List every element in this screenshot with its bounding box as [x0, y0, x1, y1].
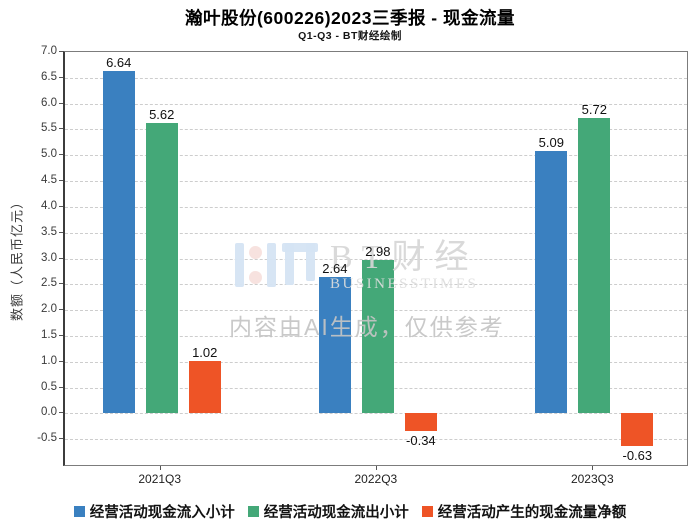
bar	[535, 150, 568, 414]
y-axis-tick-mark	[59, 102, 63, 104]
y-axis-tick-label: 5.5	[41, 122, 57, 135]
bar	[621, 413, 654, 446]
y-axis-tick-mark	[59, 128, 63, 130]
y-axis-tick-label: 1.0	[41, 354, 57, 367]
y-axis-tick-label: 2.5	[41, 277, 57, 290]
bar	[145, 123, 178, 414]
bt-logo-bar-icon	[235, 243, 244, 287]
legend-swatch	[73, 506, 85, 517]
y-axis-tick-label: 6.5	[41, 70, 57, 83]
chart-subtitle: Q1-Q3 - BT财经绘制	[298, 30, 402, 42]
bar-value-label: -0.34	[406, 432, 436, 448]
legend-label: 经营活动现金流入小计	[89, 505, 235, 521]
y-axis-tick-mark	[59, 283, 63, 285]
y-axis-tick-label: 2.0	[41, 303, 57, 316]
gridline	[65, 155, 687, 157]
gridline	[65, 206, 687, 208]
bar	[188, 360, 221, 414]
y-axis-tick-mark	[59, 360, 63, 362]
x-axis-tick-label: 2021Q3	[138, 472, 182, 486]
bar	[318, 277, 351, 414]
x-axis-tick-mark	[375, 466, 377, 470]
y-axis-tick-mark	[59, 386, 63, 388]
y-axis-tick-label: 3.5	[41, 225, 57, 238]
bar	[102, 70, 135, 414]
plot-area: BT财经 BUSINESSTIMES 内容由AI生成，仅供参考 6.64 2.64…	[63, 51, 688, 466]
bar-value-label: 5.09	[538, 134, 564, 150]
legend-item: 经营活动产生的现金流量净额	[421, 501, 627, 522]
bar-value-label: 5.72	[581, 102, 607, 118]
bar-value-label: 2.64	[322, 261, 348, 277]
y-axis-tick-label: 1.5	[41, 328, 57, 341]
bar	[578, 118, 611, 414]
y-axis-tick-mark	[59, 205, 63, 207]
y-axis-tick-mark	[59, 438, 63, 440]
gridline	[65, 232, 687, 234]
y-axis-tick-label: 7.0	[41, 45, 57, 57]
bt-logo-icon	[235, 243, 318, 287]
gridline	[65, 129, 687, 131]
bar-value-label: -0.63	[622, 447, 653, 463]
y-axis-tick-mark	[59, 257, 63, 259]
bt-logo-bar-icon	[267, 243, 276, 287]
x-axis-tick-label: 2022Q3	[354, 472, 398, 486]
y-axis-tick-label: 5.0	[41, 148, 57, 161]
bar-value-label: 5.62	[149, 107, 175, 123]
legend-item: 经营活动现金流出小计	[247, 501, 409, 522]
y-axis-tick-label: 6.0	[41, 96, 57, 109]
gridline	[65, 181, 687, 183]
legend-swatch	[421, 506, 433, 517]
legend-swatch	[247, 506, 259, 517]
x-axis-tick-label: 2023Q3	[570, 472, 614, 486]
bt-logo-dots-icon	[249, 246, 262, 284]
y-axis-tick-mark	[59, 51, 63, 52]
gridline	[65, 258, 687, 260]
y-axis-tick-mark	[59, 309, 63, 311]
gridline	[65, 439, 687, 441]
legend: 经营活动现金流入小计 经营活动现金流出小计 经营活动产生的现金流量净额	[0, 501, 700, 522]
y-axis-tick-mark	[59, 412, 63, 414]
y-axis-tick-label: -0.5	[37, 432, 57, 445]
y-axis-tick-mark	[59, 76, 63, 78]
y-axis-tick-mark	[59, 154, 63, 156]
y-axis-tick-label: 4.0	[41, 199, 57, 212]
y-axis-tick-label: 3.0	[41, 251, 57, 264]
gridline	[65, 103, 687, 105]
y-axis-tick-label: 0.5	[41, 380, 57, 393]
bar-value-label: 6.64	[106, 54, 132, 70]
bar-value-label: 1.02	[192, 344, 218, 360]
x-axis-tick-mark	[159, 466, 161, 470]
x-axis-tick-mark	[592, 466, 594, 470]
bar-value-label: 2.98	[365, 243, 391, 259]
y-axis-tick-label: 0.0	[41, 406, 57, 419]
y-axis-tick-label: 4.5	[41, 174, 57, 187]
y-axis-tick-mark	[59, 334, 63, 336]
legend-item: 经营活动现金流入小计	[73, 501, 235, 522]
gridline	[65, 413, 687, 415]
y-axis-tick-mark	[59, 231, 63, 233]
bar	[361, 259, 394, 414]
bar	[404, 413, 437, 431]
legend-label: 经营活动现金流出小计	[263, 505, 409, 521]
page-title: 瀚叶股份(600226)2023三季报 - 现金流量	[184, 8, 516, 28]
y-axis-tick-mark	[59, 180, 63, 182]
legend-label: 经营活动产生的现金流量净额	[437, 505, 627, 521]
gridline	[65, 77, 687, 79]
